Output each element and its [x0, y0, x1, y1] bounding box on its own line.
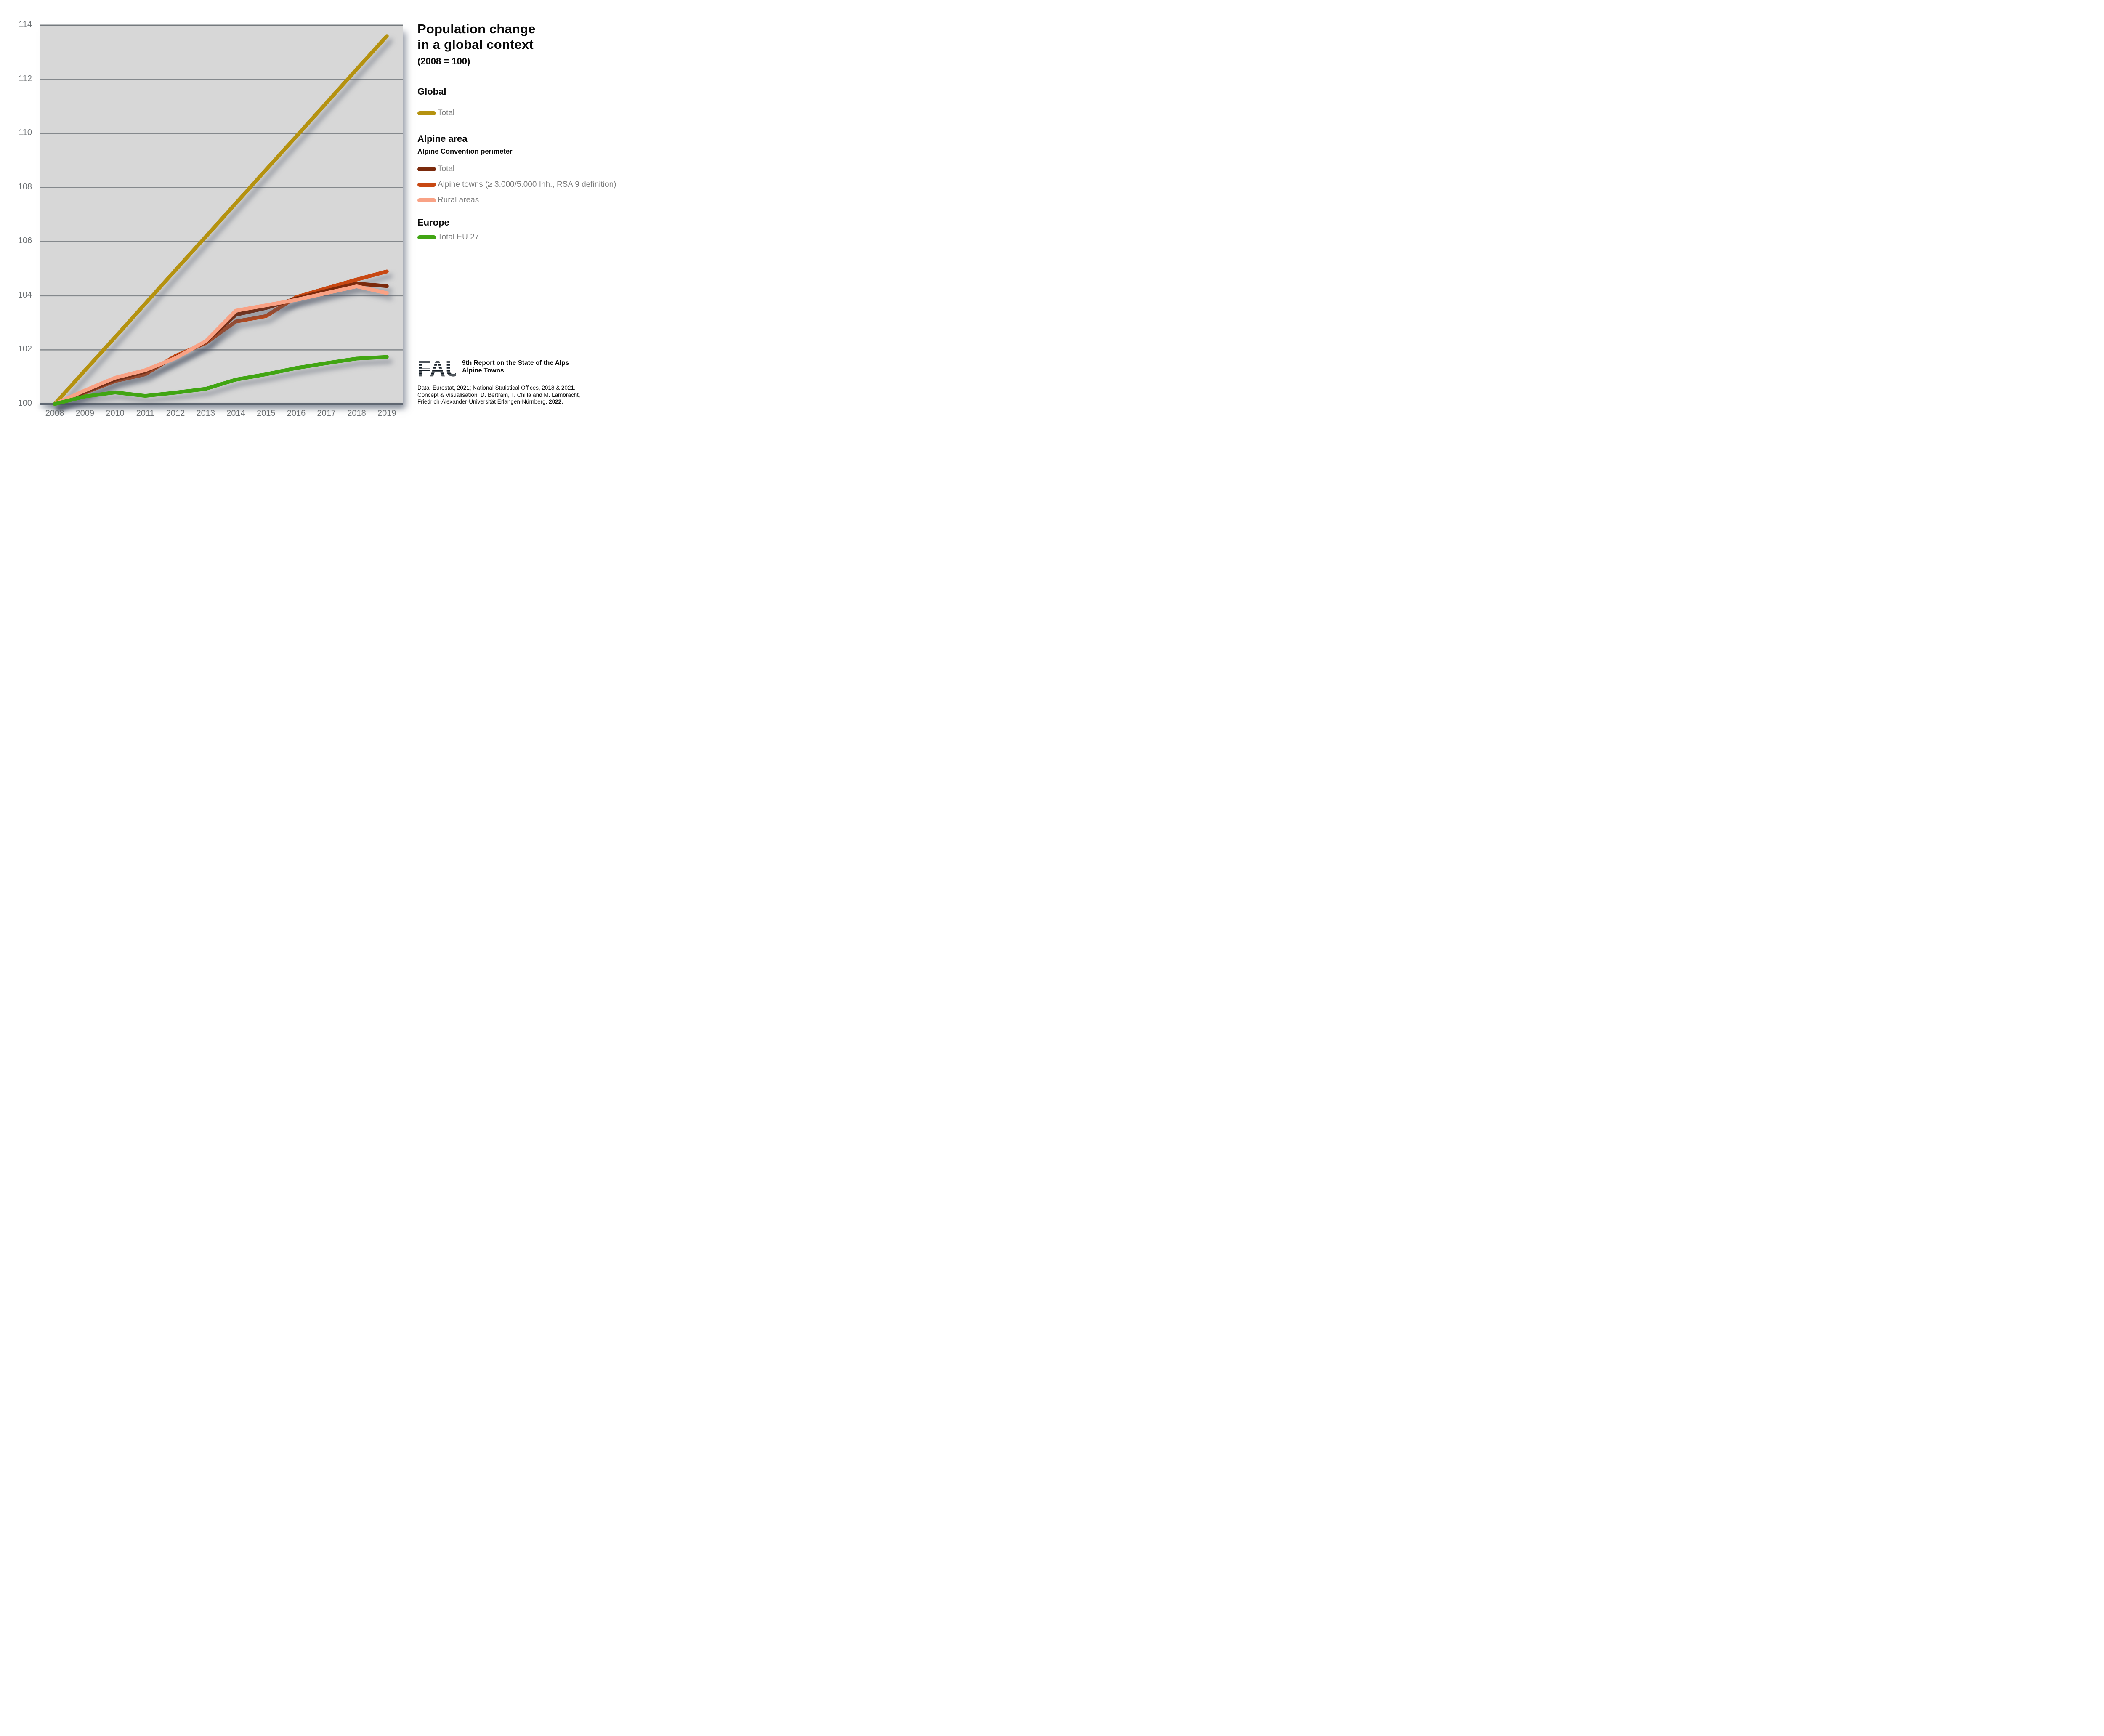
x-axis-label-2019: 2019 — [377, 409, 396, 418]
legend-item-rural-areas: Rural areas — [417, 195, 670, 205]
legend-item-alpine-towns: Alpine towns (≥ 3.000/5.000 Inh., RSA 9 … — [417, 180, 670, 190]
legend-item-label: Total — [438, 109, 455, 117]
credits-line2: Concept & Visualisation: D. Bertram, T. … — [417, 391, 580, 398]
credits-line1: Data: Eurostat, 2021; National Statistic… — [417, 385, 576, 391]
y-axis-label-108: 108 — [18, 182, 32, 191]
y-axis-label-114: 114 — [19, 20, 32, 29]
legend-item-alpine-total: Total — [417, 164, 670, 174]
y-axis-label-112: 112 — [19, 74, 32, 83]
y-axis-label-110: 110 — [19, 128, 32, 138]
x-axis-label-2018: 2018 — [347, 409, 366, 418]
eu27-total-swatch-icon — [417, 235, 436, 239]
report-title: 9th Report on the State of the Alps Alpi… — [462, 359, 569, 375]
report-title-line2: Alpine Towns — [462, 367, 504, 374]
legend: Global Total Alpine area Alpine Conventi… — [417, 86, 670, 242]
y-axis-label-106: 106 — [18, 236, 32, 246]
legend-item-label: Alpine towns (≥ 3.000/5.000 Inh., RSA 9 … — [438, 180, 616, 189]
chart-title-line1: Population change — [417, 21, 536, 36]
chart-plot-area — [40, 24, 403, 406]
legend-item-label: Rural areas — [438, 196, 479, 205]
legend-item-label: Total EU 27 — [438, 233, 479, 242]
series-line-rural-areas — [53, 284, 389, 406]
report-title-line1: 9th Report on the State of the Alps — [462, 359, 569, 367]
alpine-towns-swatch-icon — [417, 183, 436, 187]
y-axis-label-100: 100 — [18, 399, 32, 408]
credits-line3: Friedrich-Alexander-Universität Erlangen… — [417, 399, 563, 405]
line-chart — [40, 24, 403, 406]
x-axis-label-2016: 2016 — [287, 409, 306, 418]
rural-areas-swatch-icon — [417, 198, 436, 202]
fau-logo: FAU — [417, 357, 456, 380]
y-axis-label-102: 102 — [18, 344, 32, 354]
x-axis-label-2012: 2012 — [166, 409, 185, 418]
x-axis-label-2014: 2014 — [226, 409, 245, 418]
chart-subtitle: (2008 = 100) — [417, 56, 470, 66]
global-total-swatch-icon — [417, 111, 436, 115]
legend-heading-alpine-area: Alpine area — [417, 133, 468, 144]
x-axis-label-2015: 2015 — [257, 409, 276, 418]
chart-title-block: Population change in a global context (2… — [417, 21, 536, 67]
legend-item-label: Total — [438, 165, 455, 173]
alpine-total-swatch-icon — [417, 167, 436, 171]
x-axis-label-2010: 2010 — [106, 409, 125, 418]
legend-item-eu27-total: Total EU 27 — [417, 232, 670, 242]
chart-title-line2: in a global context — [417, 37, 534, 52]
credits: Data: Eurostat, 2021; National Statistic… — [417, 385, 580, 406]
legend-heading-global: Global — [417, 86, 446, 97]
footer: FAU 9th Report on the State o — [417, 357, 580, 406]
legend-heading-europe: Europe — [417, 217, 449, 228]
x-axis-label-2017: 2017 — [317, 409, 336, 418]
credits-year: 2022. — [549, 399, 563, 405]
series-line-eu27-total — [53, 355, 389, 406]
x-axis-label-2013: 2013 — [196, 409, 215, 418]
x-axis-label-2008: 2008 — [45, 409, 64, 418]
legend-item-global-total: Total — [417, 108, 670, 118]
legend-subheading-alpine-convention: Alpine Convention perimeter — [417, 148, 513, 155]
series-line-global-total — [53, 34, 389, 406]
infographic-page: 100 102 104 106 108 110 112 114 2008 2009 2010 201… — [0, 0, 699, 434]
x-axis-label-2009: 2009 — [75, 409, 95, 418]
x-axis-label-2011: 2011 — [136, 409, 154, 418]
y-axis-label-104: 104 — [18, 290, 32, 300]
